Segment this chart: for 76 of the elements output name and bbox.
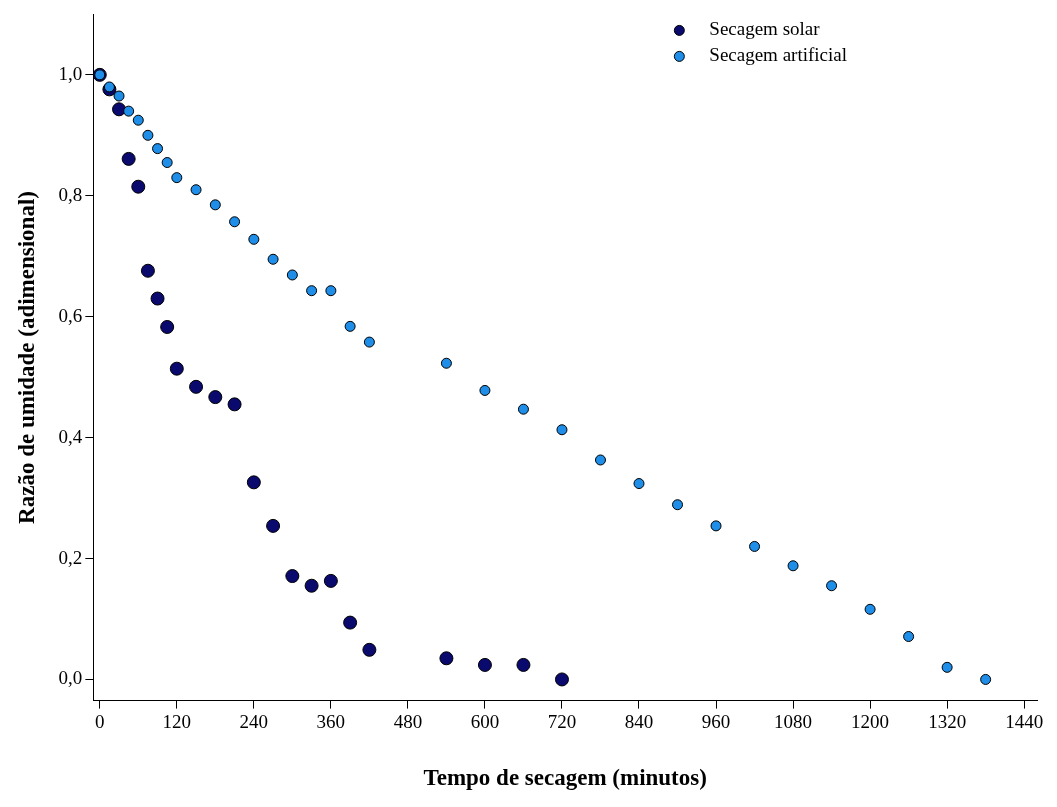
point — [323, 573, 338, 588]
point — [190, 184, 202, 196]
point — [343, 615, 358, 630]
point — [161, 157, 173, 169]
point — [150, 291, 165, 306]
point — [171, 172, 183, 184]
y-tick-label: 0,6 — [58, 304, 83, 326]
x-tick-label: 480 — [393, 710, 423, 732]
x-tick-label: 0 — [95, 710, 105, 732]
point — [554, 672, 569, 687]
point — [121, 151, 136, 166]
y-tick-label: 0,2 — [58, 546, 83, 568]
x-tick-label: 1080 — [774, 710, 813, 732]
x-axis-title: Tempo de secagem (minutos) — [423, 765, 707, 791]
legend-label: Secagem artificial — [709, 44, 848, 66]
point — [710, 520, 722, 532]
point — [826, 580, 838, 592]
legend-label: Secagem solar — [709, 18, 821, 40]
x-tick-label: 1440 — [1005, 710, 1044, 732]
point — [440, 357, 452, 369]
point — [439, 651, 454, 666]
point — [285, 569, 300, 584]
point — [227, 397, 242, 412]
point — [477, 657, 492, 672]
point — [103, 81, 115, 93]
point — [267, 253, 279, 265]
x-tick-label: 120 — [162, 710, 192, 732]
x-tick-label: 720 — [547, 710, 577, 732]
point — [209, 199, 221, 211]
point — [286, 269, 298, 281]
x-tick-label: 600 — [470, 710, 500, 732]
y-tick-label: 0,0 — [58, 667, 83, 689]
point — [208, 390, 223, 405]
point — [132, 114, 144, 126]
point — [749, 540, 761, 552]
point — [304, 578, 319, 593]
point — [980, 673, 992, 685]
point — [160, 319, 175, 334]
point — [344, 320, 356, 332]
y-axis-title: Razão de umidade (adimensional) — [13, 191, 39, 524]
point — [479, 384, 491, 396]
point — [140, 263, 155, 278]
y-tick-label: 0,8 — [58, 183, 83, 205]
x-tick-label: 840 — [624, 710, 654, 732]
point — [363, 336, 375, 348]
point — [362, 642, 377, 657]
point — [266, 518, 281, 533]
point — [131, 179, 146, 194]
x-tick-label: 240 — [239, 710, 269, 732]
x-tick-label: 360 — [316, 710, 346, 732]
point — [903, 631, 915, 643]
point — [516, 657, 531, 672]
point — [672, 499, 684, 511]
y-tick-label: 1,0 — [58, 62, 83, 84]
point — [633, 478, 645, 490]
point — [142, 129, 154, 141]
point — [123, 105, 135, 117]
x-tick-label: 1320 — [928, 710, 967, 732]
point — [325, 285, 337, 297]
point — [189, 379, 204, 394]
y-tick-label: 0,4 — [58, 425, 83, 447]
point — [229, 216, 241, 228]
point — [517, 403, 529, 415]
point — [169, 361, 184, 376]
point — [941, 661, 953, 673]
point — [594, 454, 606, 466]
x-tick-label: 1200 — [851, 710, 890, 732]
point — [113, 90, 125, 102]
point — [787, 560, 799, 572]
x-tick-label: 960 — [701, 710, 731, 732]
point — [864, 603, 876, 615]
point — [556, 424, 568, 436]
point — [152, 143, 164, 155]
point — [246, 475, 261, 490]
point — [306, 285, 318, 297]
point — [248, 233, 260, 245]
